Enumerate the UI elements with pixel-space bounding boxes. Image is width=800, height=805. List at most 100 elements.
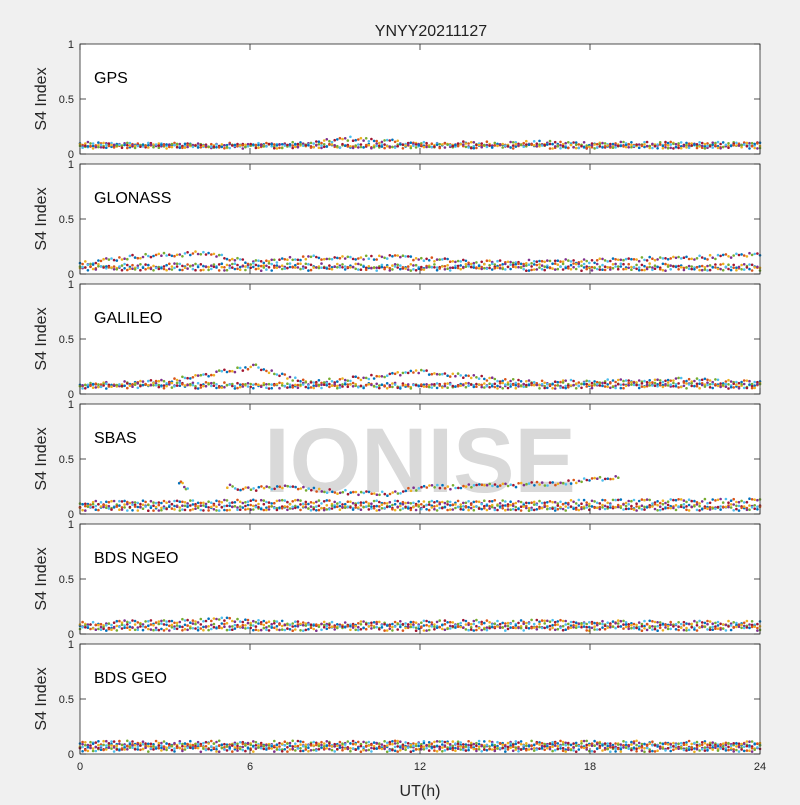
data-point bbox=[606, 745, 609, 748]
data-point bbox=[344, 743, 347, 746]
data-point bbox=[276, 144, 279, 147]
data-point bbox=[228, 370, 231, 373]
data-point bbox=[410, 746, 413, 749]
data-point bbox=[126, 382, 129, 385]
data-point bbox=[722, 146, 725, 149]
data-point bbox=[126, 740, 129, 743]
data-point bbox=[486, 484, 489, 487]
data-point bbox=[620, 507, 623, 510]
data-point bbox=[228, 502, 231, 505]
data-point bbox=[515, 143, 518, 146]
data-point bbox=[312, 266, 315, 269]
data-point bbox=[609, 626, 612, 629]
data-point bbox=[669, 628, 672, 631]
data-point bbox=[223, 505, 226, 508]
data-point bbox=[179, 263, 182, 266]
data-point bbox=[659, 505, 662, 508]
data-point bbox=[137, 743, 140, 746]
data-point bbox=[310, 623, 313, 626]
data-point bbox=[572, 626, 575, 629]
data-point bbox=[711, 628, 714, 631]
data-point bbox=[81, 266, 84, 269]
data-point bbox=[549, 147, 552, 150]
data-point bbox=[244, 265, 247, 268]
data-point bbox=[704, 507, 707, 510]
data-point bbox=[473, 620, 476, 623]
data-point bbox=[273, 627, 276, 630]
data-point bbox=[735, 253, 738, 256]
data-point bbox=[139, 145, 142, 148]
data-point bbox=[620, 748, 623, 751]
data-point bbox=[226, 269, 229, 272]
data-point bbox=[402, 384, 405, 387]
data-point bbox=[467, 500, 470, 503]
data-point bbox=[462, 140, 465, 143]
data-point bbox=[541, 260, 544, 263]
data-point bbox=[664, 146, 667, 149]
data-point bbox=[491, 146, 494, 149]
data-point bbox=[551, 263, 554, 266]
data-point bbox=[727, 379, 730, 382]
data-point bbox=[389, 501, 392, 504]
data-point bbox=[706, 384, 709, 387]
data-point bbox=[444, 744, 447, 747]
data-point bbox=[179, 384, 182, 387]
data-point bbox=[564, 267, 567, 270]
data-point bbox=[318, 143, 321, 146]
data-point bbox=[310, 264, 313, 267]
data-point bbox=[648, 499, 651, 502]
data-point bbox=[570, 379, 573, 382]
data-point bbox=[446, 143, 449, 146]
data-point bbox=[81, 750, 84, 753]
data-point bbox=[160, 622, 163, 625]
data-point bbox=[263, 487, 266, 490]
data-point bbox=[378, 621, 381, 624]
data-point bbox=[378, 142, 381, 145]
data-point bbox=[354, 629, 357, 632]
data-point bbox=[373, 266, 376, 269]
data-point bbox=[357, 502, 360, 505]
data-point bbox=[557, 483, 560, 486]
data-point bbox=[620, 262, 623, 265]
data-point bbox=[299, 259, 302, 262]
data-point bbox=[473, 141, 476, 144]
data-point bbox=[415, 509, 418, 512]
data-point bbox=[753, 387, 756, 390]
data-point bbox=[643, 506, 646, 509]
data-point bbox=[538, 483, 541, 486]
data-point bbox=[580, 264, 583, 267]
data-point bbox=[323, 146, 326, 149]
data-point bbox=[704, 147, 707, 150]
data-point bbox=[599, 145, 602, 148]
data-point bbox=[342, 491, 345, 494]
data-point bbox=[299, 384, 302, 387]
data-point bbox=[197, 621, 200, 624]
data-point bbox=[423, 506, 426, 509]
data-point bbox=[756, 742, 759, 745]
data-point bbox=[323, 258, 326, 261]
data-point bbox=[326, 625, 329, 628]
data-point bbox=[467, 744, 470, 747]
data-point bbox=[467, 740, 470, 743]
data-point bbox=[239, 489, 242, 492]
data-point bbox=[614, 742, 617, 745]
data-point bbox=[310, 626, 313, 629]
data-point bbox=[281, 499, 284, 502]
data-point bbox=[756, 252, 759, 255]
data-point bbox=[683, 743, 686, 746]
data-point bbox=[121, 623, 124, 626]
data-point bbox=[139, 269, 142, 272]
data-point bbox=[404, 267, 407, 270]
data-point bbox=[160, 507, 163, 510]
data-point bbox=[483, 746, 486, 749]
data-point bbox=[126, 387, 129, 390]
data-point bbox=[740, 507, 743, 510]
data-point bbox=[228, 267, 231, 270]
data-point bbox=[92, 142, 95, 145]
data-point bbox=[541, 144, 544, 147]
data-point bbox=[278, 266, 281, 269]
data-point bbox=[520, 263, 523, 266]
data-point bbox=[704, 742, 707, 745]
data-point bbox=[116, 144, 119, 147]
data-point bbox=[255, 744, 258, 747]
